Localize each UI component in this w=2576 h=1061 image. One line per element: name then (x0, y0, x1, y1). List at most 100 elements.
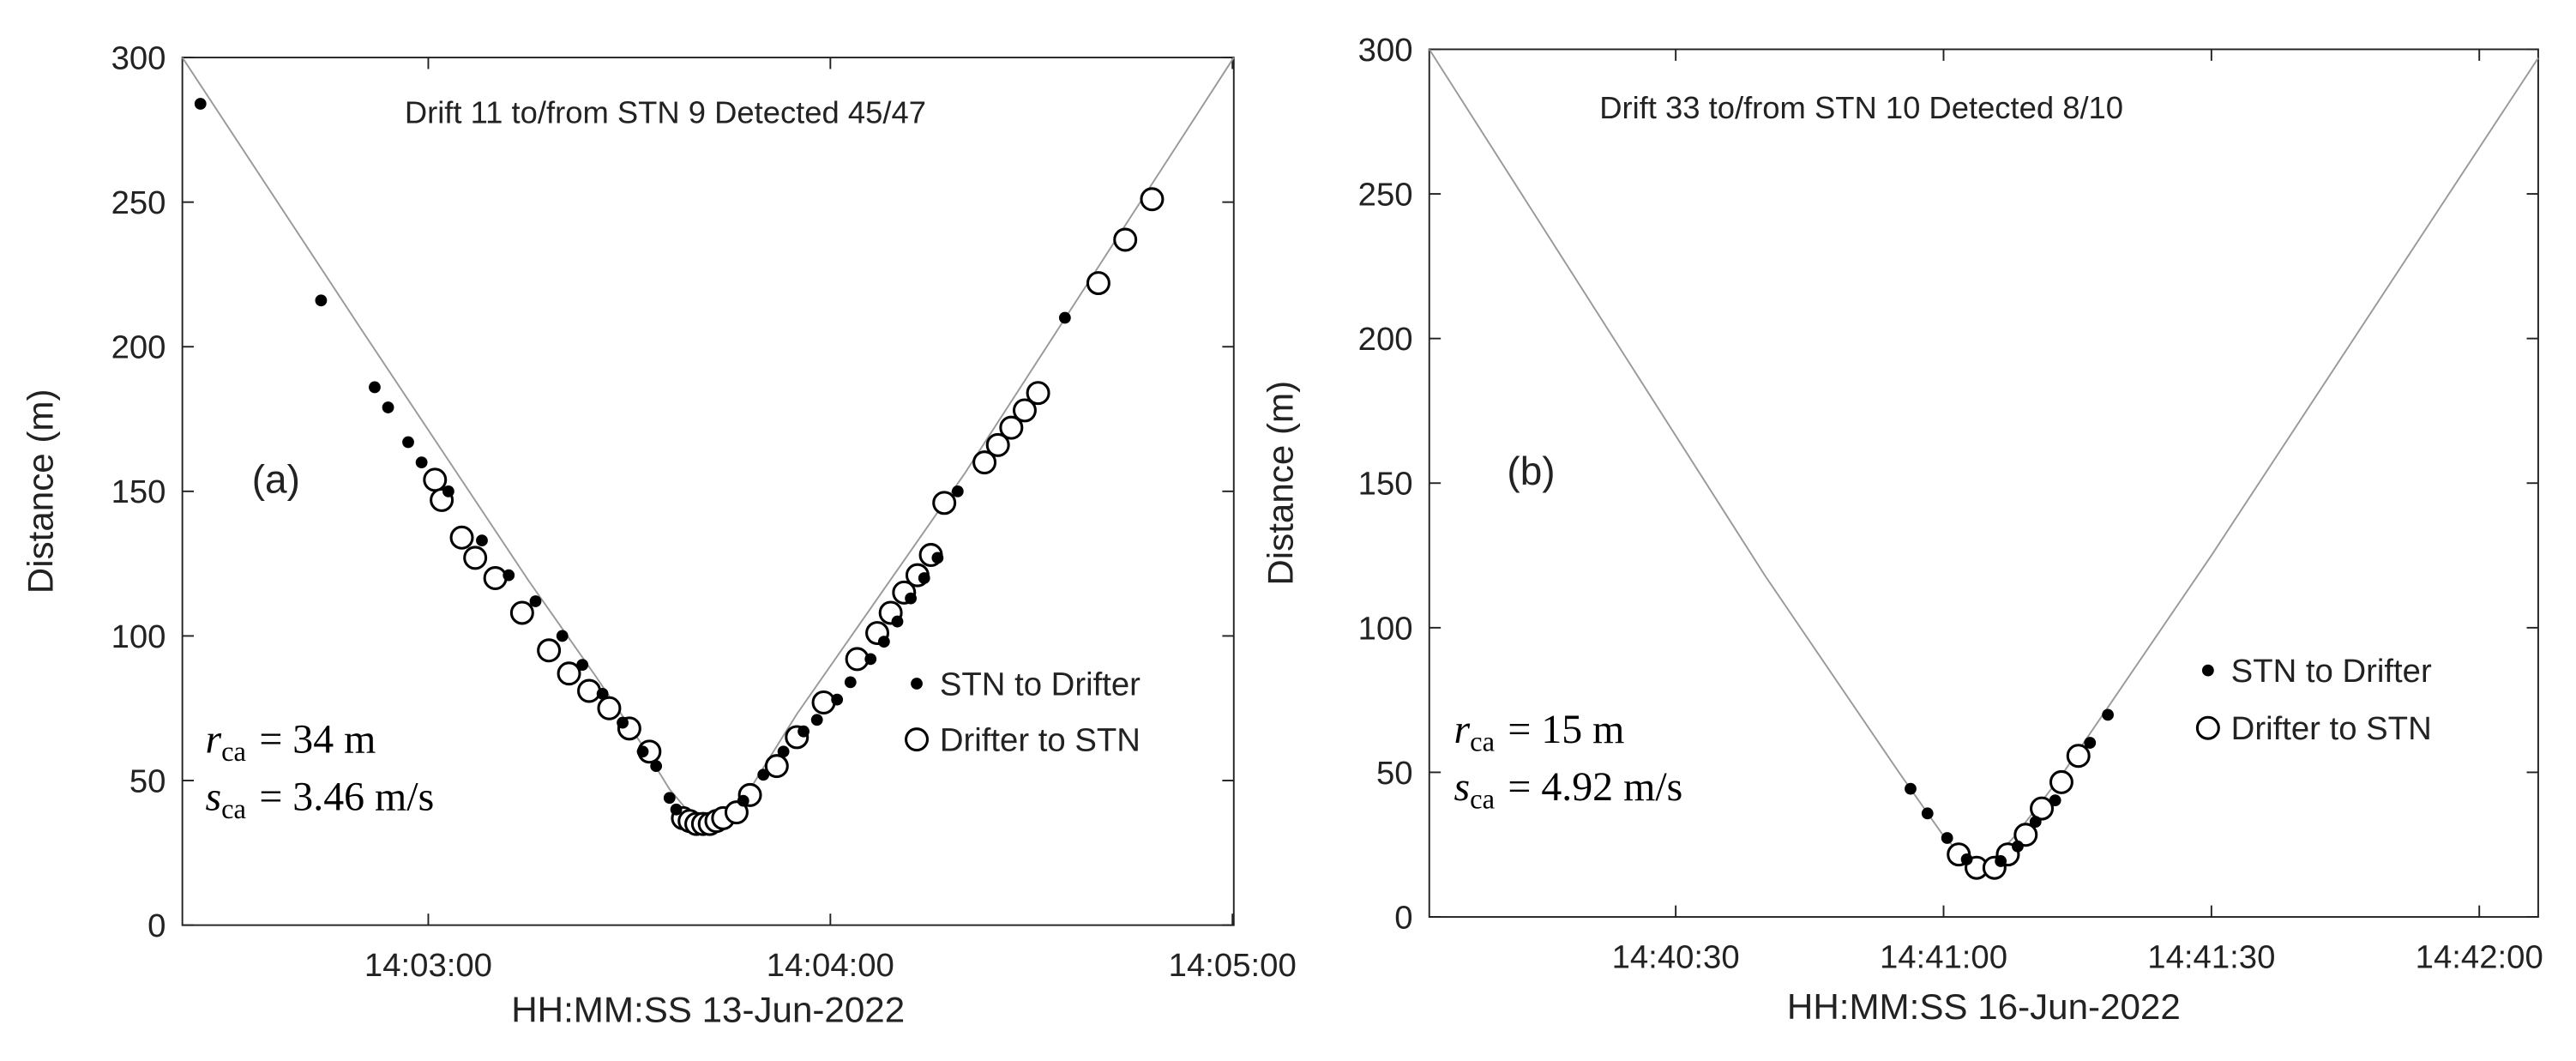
data-point (537, 638, 562, 663)
panel: 0 50 100 150 200 250 300 14:40:30 14:41:00 14:41:… (1261, 32, 2543, 1027)
data-point (509, 600, 534, 625)
data-point (1905, 782, 1917, 795)
data-point (2049, 769, 2073, 794)
data-point (1941, 832, 1953, 844)
data-point (596, 687, 609, 700)
data-point (529, 595, 542, 607)
data-point (577, 678, 601, 703)
panel-label: (a) (252, 457, 300, 502)
data-point (442, 485, 454, 497)
legend-label: STN to Drifter (2231, 653, 2432, 690)
data-point (423, 467, 448, 492)
chart-title: Drift 33 to/from STN 10 Detected 8/10 (1599, 90, 2123, 125)
annotation-symbol: s (1454, 764, 1470, 810)
legend-marker (2201, 664, 2214, 677)
y-axis-label: Distance (m) (1261, 381, 1301, 586)
annotation-text: = 3.46 m/s (259, 775, 434, 820)
data-point (811, 690, 836, 714)
data-point (503, 569, 515, 582)
data-point (931, 552, 944, 564)
data-point (1995, 855, 2007, 867)
y-tick-label: 200 (1358, 321, 1413, 358)
data-point (382, 401, 394, 413)
data-point (724, 800, 749, 825)
data-point (891, 615, 904, 628)
data-point (1086, 271, 1110, 296)
x-tick-label: 14:03:00 (364, 947, 492, 984)
y-tick-label: 100 (111, 618, 166, 655)
data-point (483, 566, 508, 590)
data-point (2084, 737, 2097, 749)
panel-label: (b) (1507, 449, 1555, 493)
data-point (463, 546, 488, 570)
x-axis-label: HH:MM:SS 13-Jun-2022 (511, 990, 905, 1030)
data-point (650, 760, 663, 773)
annotation-symbol: s (205, 775, 221, 820)
x-tick-label: 14:41:00 (1880, 938, 2007, 975)
data-point (757, 769, 770, 781)
y-tick-label: 250 (1358, 176, 1413, 213)
data-point (2012, 840, 2024, 853)
legend-label: Drifter to STN (940, 722, 1141, 759)
data-point (999, 415, 1024, 440)
data-point (636, 745, 649, 758)
annotation-subscript: ca (221, 737, 246, 768)
data-point (670, 803, 683, 816)
y-tick-label: 200 (111, 329, 166, 366)
data-point (905, 592, 918, 605)
data-point (415, 456, 428, 469)
data-point (2049, 794, 2061, 807)
y-tick-label: 300 (1358, 32, 1413, 69)
annotation-text: = 34 m (259, 716, 376, 762)
x-tick-label: 14:04:00 (767, 947, 894, 984)
annotation: sca = 4.92 m/s (1454, 764, 1682, 816)
y-tick-label: 150 (1358, 466, 1413, 503)
data-point (369, 381, 381, 394)
y-tick-label: 0 (1394, 899, 1412, 936)
y-tick-label: 100 (1358, 610, 1413, 647)
data-point (737, 794, 749, 807)
data-point (315, 294, 328, 307)
data-point (449, 525, 474, 550)
data-point (576, 659, 589, 672)
panel: 0 50 100 150 200 250 300 14:03:00 14:04:00 14:05:… (20, 39, 1296, 1029)
legend-label: STN to Drifter (940, 666, 1141, 702)
y-tick-label: 250 (111, 184, 166, 221)
data-point (2029, 816, 2042, 828)
annotation-text: = 4.92 m/s (1508, 764, 1682, 810)
data-point (557, 661, 581, 686)
y-tick-label: 300 (111, 39, 166, 76)
x-tick-label: 14:42:00 (2416, 938, 2543, 975)
data-point (845, 647, 870, 672)
data-point (617, 716, 629, 729)
data-point (1058, 311, 1071, 324)
data-point (831, 693, 844, 706)
data-point (932, 491, 957, 515)
data-point (597, 696, 622, 720)
x-tick-label: 14:05:00 (1169, 947, 1297, 984)
data-point (663, 792, 676, 805)
chart-title: Drift 11 to/from STN 9 Detected 45/47 (405, 95, 926, 130)
data-point (2013, 823, 2038, 847)
data-point (777, 745, 790, 758)
legend-marker (905, 727, 930, 752)
data-point (844, 676, 857, 689)
data-point (1960, 853, 1973, 865)
data-point (556, 630, 569, 642)
data-point (972, 450, 997, 475)
y-tick-label: 50 (129, 763, 166, 799)
data-point (2102, 708, 2114, 721)
y-tick-label: 0 (147, 907, 166, 944)
data-point (797, 725, 810, 738)
x-tick-label: 14:41:30 (2147, 938, 2275, 975)
data-point (1012, 398, 1037, 423)
annotation: rca = 15 m (1454, 707, 1624, 758)
data-point (951, 485, 964, 497)
legend-label: Drifter to STN (2231, 710, 2432, 747)
data-point (1921, 807, 1934, 820)
annotation-subscript: ca (1470, 785, 1495, 816)
data-point (864, 653, 877, 666)
data-point (1113, 227, 1138, 252)
annotation-subscript: ca (221, 794, 246, 825)
